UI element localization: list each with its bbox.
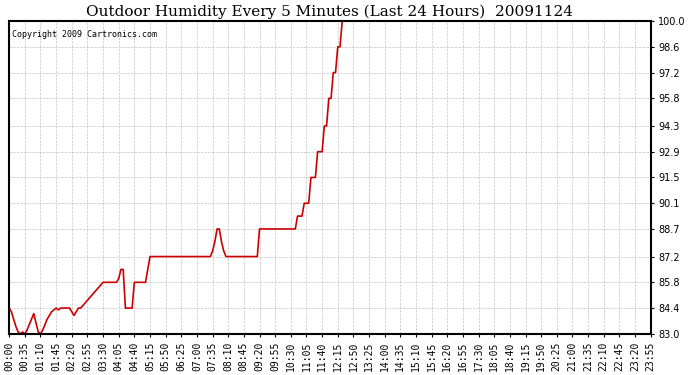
Title: Outdoor Humidity Every 5 Minutes (Last 24 Hours)  20091124: Outdoor Humidity Every 5 Minutes (Last 2… bbox=[86, 4, 573, 18]
Text: Copyright 2009 Cartronics.com: Copyright 2009 Cartronics.com bbox=[12, 30, 157, 39]
